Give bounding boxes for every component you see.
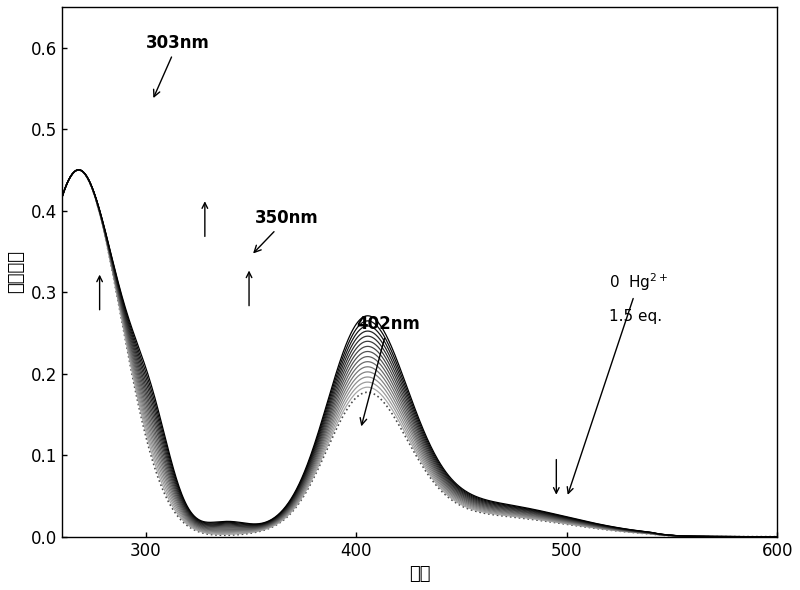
Text: 402nm: 402nm [356,315,420,425]
X-axis label: 波长: 波长 [409,565,430,583]
Y-axis label: 吸收强度: 吸收强度 [7,250,25,293]
Text: 0  Hg$^{2+}$: 0 Hg$^{2+}$ [567,271,668,493]
Text: 303nm: 303nm [146,34,210,97]
Text: 350nm: 350nm [254,209,319,253]
Text: 1.5 eq.: 1.5 eq. [609,309,662,324]
